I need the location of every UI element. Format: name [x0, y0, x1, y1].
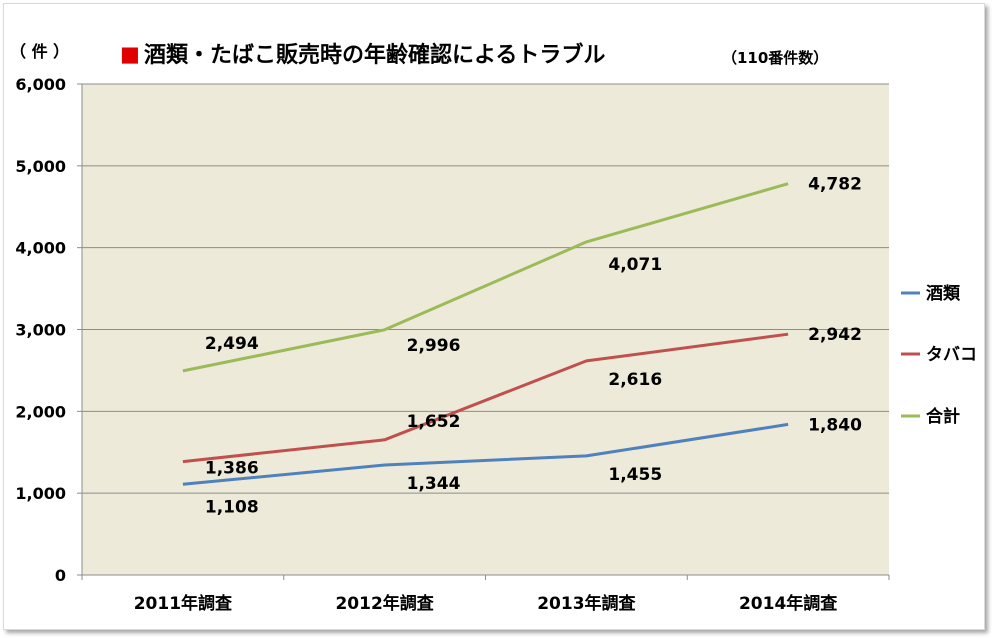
data-label: 2,494 [205, 334, 259, 354]
x-tick-label: 2014年調査 [739, 593, 838, 614]
series-line-1 [182, 422, 789, 486]
data-label: 4,782 [808, 175, 862, 195]
x-tick-labels: 2011年調査 2012年調査 2013年調査 2014年調査 [134, 593, 839, 614]
y-tick-labels: 0 1,000 2,000 3,000 4,000 5,000 6,000 [15, 75, 66, 585]
x-tick-label: 2013年調査 [537, 593, 636, 614]
y-tick-label: 1,000 [15, 484, 66, 503]
series-line-3 [182, 182, 789, 373]
data-label: 1,840 [808, 415, 862, 435]
legend-label-1: 酒類 [926, 283, 961, 304]
data-label: 1,455 [608, 465, 662, 485]
data-label: 1,652 [407, 412, 461, 432]
axes [81, 84, 890, 580]
legend-label-2: タバコ [926, 345, 977, 365]
gridlines [77, 83, 889, 576]
legend-label-3: 合計 [926, 406, 960, 427]
data-label: 1,108 [205, 497, 259, 517]
chart-subtitle: （110番件数） [722, 49, 828, 67]
y-tick-label: 5,000 [15, 157, 66, 176]
y-tick-label: 2,000 [15, 402, 66, 421]
data-labels: 1,108 1,344 1,455 1,840 1,386 1,652 2,616 2,942… [205, 175, 862, 518]
x-tick-label: 2011年調査 [134, 593, 233, 614]
data-label: 2,942 [808, 325, 862, 345]
chart-frame: ■ 酒類・たばこ販売時の年齢確認によるトラブル （110番件数） （ 件 ） 0… [3, 3, 985, 630]
data-label: 2,616 [608, 370, 662, 390]
line-chart: ■ 酒類・たばこ販売時の年齢確認によるトラブル （110番件数） （ 件 ） 0… [10, 42, 977, 614]
x-tick-label: 2012年調査 [335, 593, 434, 614]
series-lines [182, 182, 789, 486]
data-label: 2,996 [407, 336, 461, 356]
y-tick-label: 4,000 [15, 239, 66, 258]
data-label: 4,071 [608, 255, 662, 275]
chart-title-marker: ■ [120, 42, 140, 66]
y-tick-label: 0 [55, 566, 66, 585]
y-tick-label: 3,000 [15, 321, 66, 340]
series-line-2 [182, 332, 789, 464]
data-label: 1,386 [205, 459, 259, 479]
chart-title: 酒類・たばこ販売時の年齢確認によるトラブル [144, 42, 605, 68]
y-axis-label: （ 件 ） [10, 42, 69, 61]
data-label: 1,344 [407, 474, 461, 494]
y-tick-label: 6,000 [15, 75, 66, 94]
